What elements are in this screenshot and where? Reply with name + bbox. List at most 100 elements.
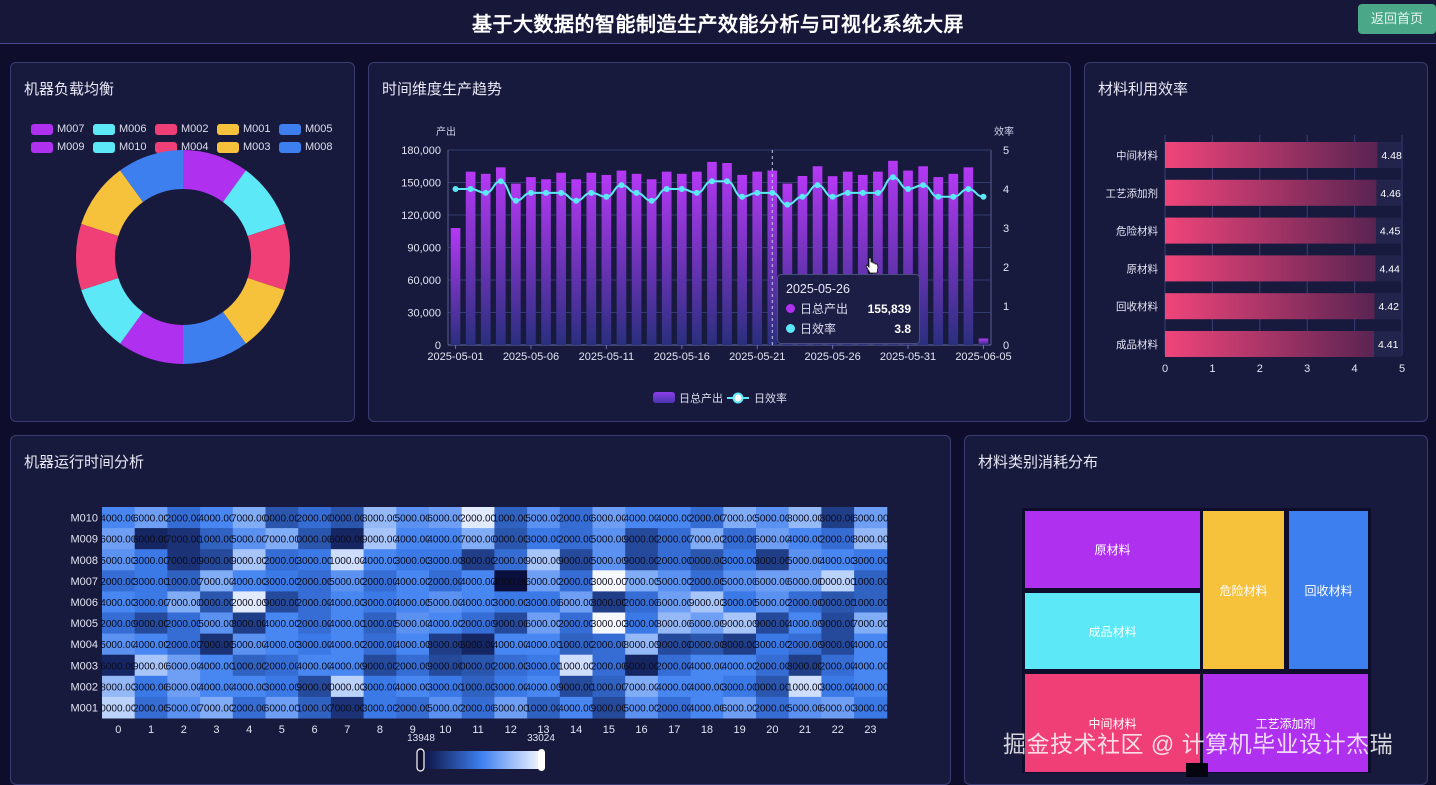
- heatmap-cell[interactable]: [363, 591, 397, 613]
- heatmap-cell[interactable]: [854, 654, 888, 677]
- heatmap-cell[interactable]: [657, 570, 692, 592]
- heatmap-cell[interactable]: [657, 528, 692, 550]
- heatmap-cell[interactable]: [657, 591, 692, 613]
- heatmap-cell[interactable]: [265, 675, 299, 698]
- heatmap-cell[interactable]: [167, 654, 201, 677]
- heatmap-cell[interactable]: [429, 507, 463, 529]
- heatmap-cell[interactable]: [494, 612, 528, 635]
- heatmap-cell[interactable]: [298, 633, 332, 656]
- heatmap-cell[interactable]: [429, 633, 463, 656]
- heatmap-cell[interactable]: [134, 654, 168, 677]
- heatmap-cell[interactable]: [690, 549, 724, 571]
- heatmap-cell[interactable]: [429, 654, 463, 677]
- heatmap-cell[interactable]: [592, 654, 626, 677]
- bar[interactable]: [797, 176, 808, 345]
- heatmap-cell[interactable]: [461, 570, 495, 592]
- heatmap-cell[interactable]: [330, 549, 365, 571]
- heatmap-cell[interactable]: [134, 528, 168, 550]
- heatmap-cell[interactable]: [461, 507, 495, 529]
- heatmap-cell[interactable]: [788, 528, 822, 550]
- line-point[interactable]: [874, 189, 881, 196]
- heatmap-cell[interactable]: [788, 696, 822, 719]
- donut-slice[interactable]: [81, 170, 144, 236]
- legend-item[interactable]: M004: [155, 141, 217, 153]
- heatmap-cell[interactable]: [102, 612, 136, 635]
- legend-item[interactable]: M007: [31, 123, 93, 135]
- heatmap-cell[interactable]: [429, 570, 463, 592]
- back-home-button[interactable]: 返回首页: [1358, 4, 1436, 34]
- heatmap-cell[interactable]: [265, 549, 299, 571]
- heatmap-cell[interactable]: [625, 696, 659, 719]
- heatmap-cell[interactable]: [298, 570, 332, 592]
- line-point[interactable]: [678, 186, 685, 192]
- heatmap-cell[interactable]: [756, 633, 790, 656]
- line-point[interactable]: [452, 186, 459, 192]
- heatmap-cell[interactable]: [592, 696, 626, 719]
- heatmap-cell[interactable]: [232, 528, 266, 550]
- donut-slice[interactable]: [222, 170, 285, 236]
- chart-legend[interactable]: M007 M006 M002 M001 M005 M009 M010 M004 M003 M008: [31, 123, 341, 153]
- heatmap-cell[interactable]: [102, 591, 136, 613]
- heatmap-cell[interactable]: [102, 549, 136, 571]
- heatmap-cell[interactable]: [134, 633, 168, 656]
- line-point[interactable]: [889, 174, 896, 181]
- heatmap-cell[interactable]: [330, 696, 365, 719]
- heatmap-cell[interactable]: [788, 507, 822, 529]
- bar[interactable]: [511, 183, 521, 345]
- bar[interactable]: [903, 170, 913, 345]
- line-point[interactable]: [618, 182, 625, 189]
- donut-slice[interactable]: [183, 312, 246, 364]
- donut-chart[interactable]: [11, 63, 356, 423]
- heatmap-cell[interactable]: [494, 528, 528, 550]
- heatmap-cell[interactable]: [167, 549, 201, 571]
- line-point[interactable]: [693, 189, 700, 196]
- heatmap-cell[interactable]: [396, 528, 430, 550]
- line-point[interactable]: [708, 178, 715, 185]
- heatmap-cell[interactable]: [854, 675, 888, 698]
- heatmap-cell[interactable]: [396, 633, 430, 656]
- heatmap-cell[interactable]: [657, 633, 692, 656]
- bar[interactable]: [601, 174, 612, 345]
- heatmap-cell[interactable]: [625, 570, 659, 592]
- heatmap-cell[interactable]: [461, 591, 495, 613]
- heatmap-cell[interactable]: [102, 528, 136, 550]
- heatmap-cell[interactable]: [102, 633, 136, 656]
- heatmap-cell[interactable]: [592, 549, 626, 571]
- bar[interactable]: [722, 163, 732, 345]
- heatmap-cell[interactable]: [690, 612, 724, 635]
- heatmap-cell[interactable]: [298, 612, 332, 635]
- heatmap-cell[interactable]: [461, 633, 495, 656]
- heatmap-cell[interactable]: [527, 633, 561, 656]
- heatmap-cell[interactable]: [461, 654, 495, 677]
- bar[interactable]: [963, 167, 974, 345]
- heatmap-cell[interactable]: [396, 549, 430, 571]
- heatmap-cell[interactable]: [265, 528, 299, 550]
- donut-slice[interactable]: [247, 223, 290, 291]
- heatmap-cell[interactable]: [396, 507, 430, 529]
- bar[interactable]: [571, 179, 582, 345]
- heatmap-cell[interactable]: [592, 507, 626, 529]
- heatmap-cell[interactable]: [396, 696, 430, 719]
- heatmap-cell[interactable]: [102, 507, 136, 529]
- line-point[interactable]: [754, 189, 761, 196]
- heatmap-cell[interactable]: [690, 591, 724, 613]
- line-point[interactable]: [633, 189, 640, 196]
- line-point[interactable]: [724, 178, 731, 185]
- line-point[interactable]: [844, 189, 851, 196]
- heatmap-cell[interactable]: [788, 633, 822, 656]
- heatmap-cell[interactable]: [854, 507, 888, 529]
- bar[interactable]: [1165, 331, 1375, 357]
- heatmap-cell[interactable]: [723, 507, 757, 529]
- heatmap-cell[interactable]: [494, 549, 528, 571]
- heatmap-cell[interactable]: [592, 528, 626, 550]
- visual-map-handle-max[interactable]: [538, 749, 545, 771]
- bar[interactable]: [842, 171, 853, 345]
- heatmap-cell[interactable]: [657, 675, 692, 698]
- legend-item[interactable]: M006: [93, 123, 155, 135]
- heatmap-cell[interactable]: [821, 528, 855, 550]
- heatmap-cell[interactable]: [723, 633, 757, 656]
- heatmap-cell[interactable]: [200, 507, 234, 529]
- heatmap-cell[interactable]: [625, 507, 659, 529]
- heatmap-cell[interactable]: [756, 612, 790, 635]
- heatmap-cell[interactable]: [756, 507, 790, 529]
